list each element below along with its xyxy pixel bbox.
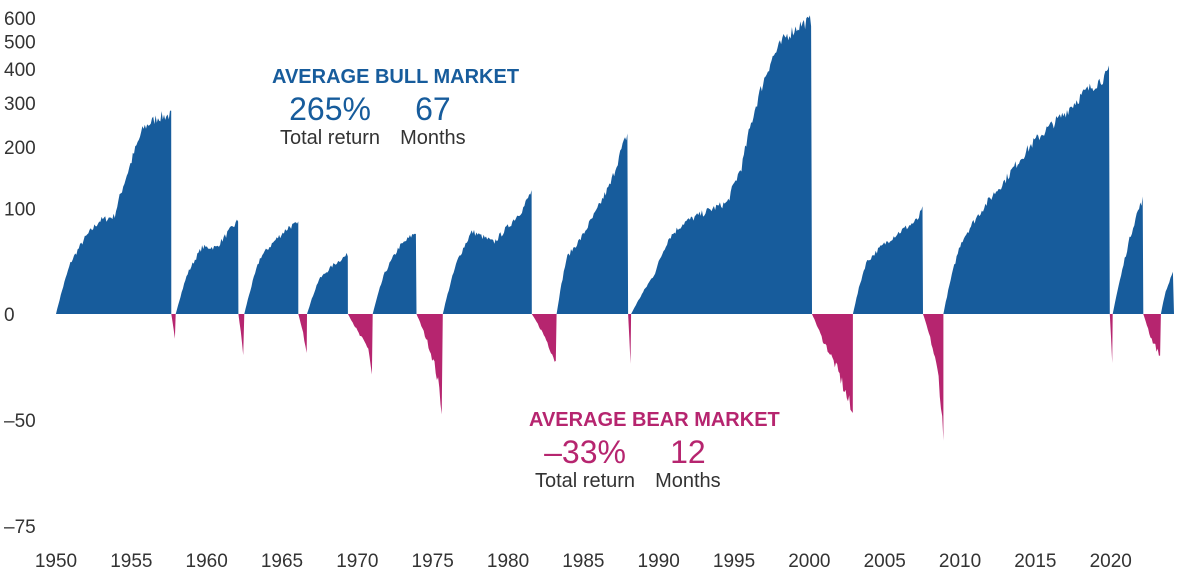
- bear-market-area-7: [347, 314, 373, 375]
- y-tick-label: 400: [4, 60, 36, 81]
- bull-market-area-10: [442, 190, 532, 314]
- x-tick-label: 1980: [487, 551, 529, 572]
- bull-heading: AVERAGE BULL MARKET: [272, 66, 520, 88]
- y-tick-label: 100: [4, 200, 36, 221]
- x-tick-label: 2010: [939, 551, 981, 572]
- bull-months-value: 67: [415, 91, 451, 127]
- x-tick-label: 1990: [638, 551, 680, 572]
- bear-market-area-1: [171, 314, 176, 339]
- bear-months-value: 12: [670, 434, 706, 470]
- x-tick-label: 2020: [1090, 551, 1132, 572]
- bear-return-label: Total return: [535, 470, 636, 492]
- bear-market-area-11: [531, 314, 557, 362]
- x-tick-label: 1955: [110, 551, 152, 572]
- bull-market-area-6: [307, 252, 348, 314]
- bull-market-area-8: [372, 233, 417, 314]
- bear-market-area-17: [923, 314, 944, 441]
- bear-heading: AVERAGE BEAR MARKET: [529, 409, 780, 431]
- chart-areas: [56, 15, 1174, 441]
- x-tick-label: 1995: [713, 551, 755, 572]
- bull-market-area-0: [56, 110, 172, 314]
- bull-market-area-22: [1160, 271, 1174, 314]
- bear-market-area-15: [812, 314, 853, 413]
- x-tick-label: 2000: [788, 551, 830, 572]
- y-tick-label: 0: [4, 305, 15, 326]
- x-tick-label: 2015: [1014, 551, 1056, 572]
- x-tick-label: 2005: [864, 551, 906, 572]
- bear-return-value: –33%: [544, 434, 626, 470]
- bull-annotation: AVERAGE BULL MARKET 265% Total return 67…: [272, 66, 519, 149]
- bull-market-area-14: [631, 15, 812, 314]
- y-tick-label: –75: [4, 517, 36, 538]
- bull-market-area-18: [943, 65, 1110, 314]
- x-tick-label: 1965: [261, 551, 303, 572]
- bull-market-area-20: [1112, 196, 1144, 314]
- bear-market-area-5: [298, 314, 307, 353]
- bear-market-area-13: [628, 314, 632, 364]
- bear-months-label: Months: [655, 470, 721, 492]
- bull-return-label: Total return: [280, 127, 381, 149]
- bear-market-area-3: [238, 314, 245, 356]
- bear-annotation: AVERAGE BEAR MARKET –33% Total return 12…: [529, 409, 780, 492]
- bear-market-area-9: [416, 314, 443, 415]
- x-axis: 1950 1955 1960 1965 1970 1975 1980 1985 1990 1995…: [35, 551, 1132, 572]
- bull-market-area-12: [556, 133, 629, 314]
- bull-months-label: Months: [400, 127, 466, 149]
- x-tick-label: 1970: [336, 551, 378, 572]
- x-tick-label: 1960: [186, 551, 228, 572]
- x-tick-label: 1975: [412, 551, 454, 572]
- y-tick-label: –50: [4, 411, 36, 432]
- y-tick-label: 300: [4, 94, 36, 115]
- bull-return-value: 265%: [289, 91, 371, 127]
- y-tick-label: 200: [4, 138, 36, 159]
- y-tick-label: 500: [4, 32, 36, 53]
- bear-market-area-19: [1109, 314, 1113, 363]
- y-tick-label: 600: [4, 9, 36, 30]
- bear-market-area-21: [1143, 314, 1161, 356]
- bull-market-area-2: [175, 219, 239, 314]
- x-tick-label: 1985: [562, 551, 604, 572]
- bull-market-area-4: [244, 221, 299, 314]
- bull-market-area-16: [852, 206, 923, 314]
- x-tick-label: 1950: [35, 551, 77, 572]
